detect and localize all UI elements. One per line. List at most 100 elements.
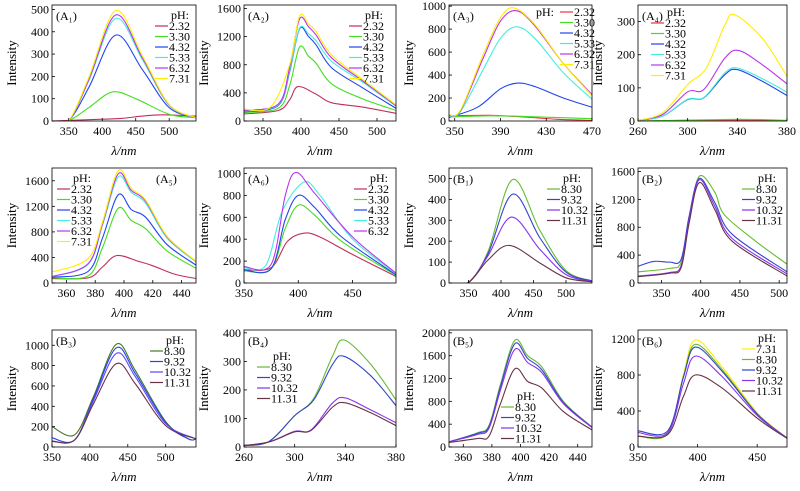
x-tick-label: 500 <box>557 286 575 300</box>
y-tick-label: 1200 <box>611 332 635 346</box>
x-tick-label: 300 <box>679 124 697 138</box>
y-tick-label: 0 <box>440 114 446 128</box>
x-tick-label: 390 <box>491 124 509 138</box>
y-axis-label: Intensity <box>590 40 605 86</box>
legend-title: pH: <box>73 171 91 185</box>
x-tick-label: 360 <box>57 286 75 300</box>
panel-label: (B₆) <box>642 334 662 348</box>
y-tick-label: 1200 <box>25 199 49 213</box>
x-tick-label: 260 <box>235 450 253 464</box>
y-tick-label: 400 <box>31 399 49 413</box>
y-tick-label: 300 <box>617 15 635 29</box>
y-tick-label: 400 <box>31 25 49 39</box>
legend-item-label: 3.30 <box>71 193 92 207</box>
x-tick-label: 450 <box>525 286 543 300</box>
chart-panel: 350 400 450 500 0 100 200 300 400 500 λ/nm Intensit… <box>4 2 197 158</box>
series-line-11.31 <box>638 374 787 439</box>
x-tick-label: 450 <box>748 450 766 464</box>
legend-title: pH: <box>273 349 291 363</box>
x-tick-label: 430 <box>537 124 555 138</box>
legend-item-label: 6.32 <box>363 61 384 75</box>
y-tick-label: 1600 <box>217 2 241 16</box>
legend-title: pH: <box>536 5 554 19</box>
legend-item-label: 11.31 <box>164 376 191 390</box>
x-tick-label: 400 <box>512 450 530 464</box>
x-tick-label: 450 <box>731 286 749 300</box>
y-axis-label: Intensity <box>4 365 19 411</box>
legend-title: pH: <box>166 333 184 347</box>
y-tick-label: 200 <box>428 234 446 248</box>
legend-item-label: 10.32 <box>561 203 588 217</box>
series-line-6.32 <box>244 171 396 274</box>
y-tick-label: 400 <box>223 326 241 340</box>
legend-item-label: 7.31 <box>574 58 595 72</box>
legend-item-label: 11.31 <box>756 384 783 398</box>
legend-item-label: 2.32 <box>665 16 686 30</box>
legend-item-label: 9.32 <box>561 193 582 207</box>
chart-panel: 350 400 450 0 200 400 600 800 1000 λ/nm Intensity (… <box>196 166 397 320</box>
legend-title: pH: <box>365 8 383 22</box>
series-line-2.32 <box>449 114 592 121</box>
y-tick-label: 200 <box>223 254 241 268</box>
series-line-5.33 <box>638 67 787 121</box>
series-line-10.32 <box>638 179 787 277</box>
legend-item-label: 8.30 <box>271 360 292 374</box>
y-tick-label: 1200 <box>611 192 635 206</box>
y-tick-label: 800 <box>223 188 241 202</box>
legend-item-label: 2.32 <box>363 19 384 33</box>
y-tick-label: 300 <box>428 213 446 227</box>
legend-item-label: 9.32 <box>271 371 292 385</box>
panel-label: (B₅) <box>453 334 473 348</box>
x-tick-label: 400 <box>492 286 510 300</box>
x-axis-label: λ/nm <box>306 469 332 484</box>
panel-label: (A₂) <box>248 9 269 23</box>
x-axis-label: λ/nm <box>110 143 136 158</box>
x-axis-label: λ/nm <box>110 469 136 484</box>
x-axis-label: λ/nm <box>306 143 332 158</box>
series-line-7.31 <box>244 13 396 112</box>
y-tick-label: 400 <box>617 248 635 262</box>
series-line-10.32 <box>449 347 592 443</box>
x-tick-label: 500 <box>368 124 386 138</box>
series-line-3.30 <box>52 206 196 280</box>
legend-item-label: 5.33 <box>368 214 389 228</box>
legend-item-label: 5.33 <box>71 214 92 228</box>
series-line-2.32 <box>244 85 396 115</box>
legend-title: pH: <box>370 171 388 185</box>
plot-frame <box>448 167 593 284</box>
panel-label: (A₅) <box>156 172 177 186</box>
y-tick-label: 0 <box>43 276 49 290</box>
plot-frame <box>243 329 397 448</box>
legend-item-label: 2.32 <box>71 182 92 196</box>
x-tick-label: 400 <box>93 124 111 138</box>
x-tick-label: 400 <box>692 286 710 300</box>
y-axis-label: Intensity <box>401 365 416 411</box>
legend-item-label: 7.31 <box>71 235 92 249</box>
y-tick-label: 800 <box>428 22 446 36</box>
y-tick-label: 1200 <box>422 372 446 386</box>
x-tick-label: 300 <box>286 450 304 464</box>
x-axis-label: λ/nm <box>699 305 725 320</box>
y-tick-label: 0 <box>440 440 446 454</box>
legend-item-label: 6.32 <box>665 58 686 72</box>
legend-title: pH: <box>171 8 189 22</box>
legend-item-label: 8.30 <box>515 400 536 414</box>
y-tick-label: 500 <box>428 171 446 185</box>
chart-panel: 260 300 340 380 0 100 200 300 400 λ/nm Intensity (B… <box>196 326 405 484</box>
series-line-9.32 <box>638 346 787 439</box>
x-axis-label: λ/nm <box>507 469 533 484</box>
series-line-4.32 <box>244 194 396 276</box>
legend-item-label: 6.32 <box>368 224 389 238</box>
legend-item-label: 9.32 <box>164 355 185 369</box>
x-tick-label: 340 <box>336 450 354 464</box>
x-tick-label: 470 <box>583 124 601 138</box>
x-tick-label: 350 <box>653 286 671 300</box>
y-axis-label: Intensity <box>401 40 416 86</box>
x-tick-label: 400 <box>81 450 99 464</box>
x-tick-label: 400 <box>689 450 707 464</box>
y-axis-label: Intensity <box>4 40 19 86</box>
legend-item-label: 11.31 <box>271 392 298 406</box>
chart-panel: 360 380 400 420 440 0 400 800 1200 1600 2000 λ/nm In… <box>401 326 593 484</box>
series-line-6.32 <box>638 49 787 121</box>
y-tick-label: 100 <box>428 255 446 269</box>
